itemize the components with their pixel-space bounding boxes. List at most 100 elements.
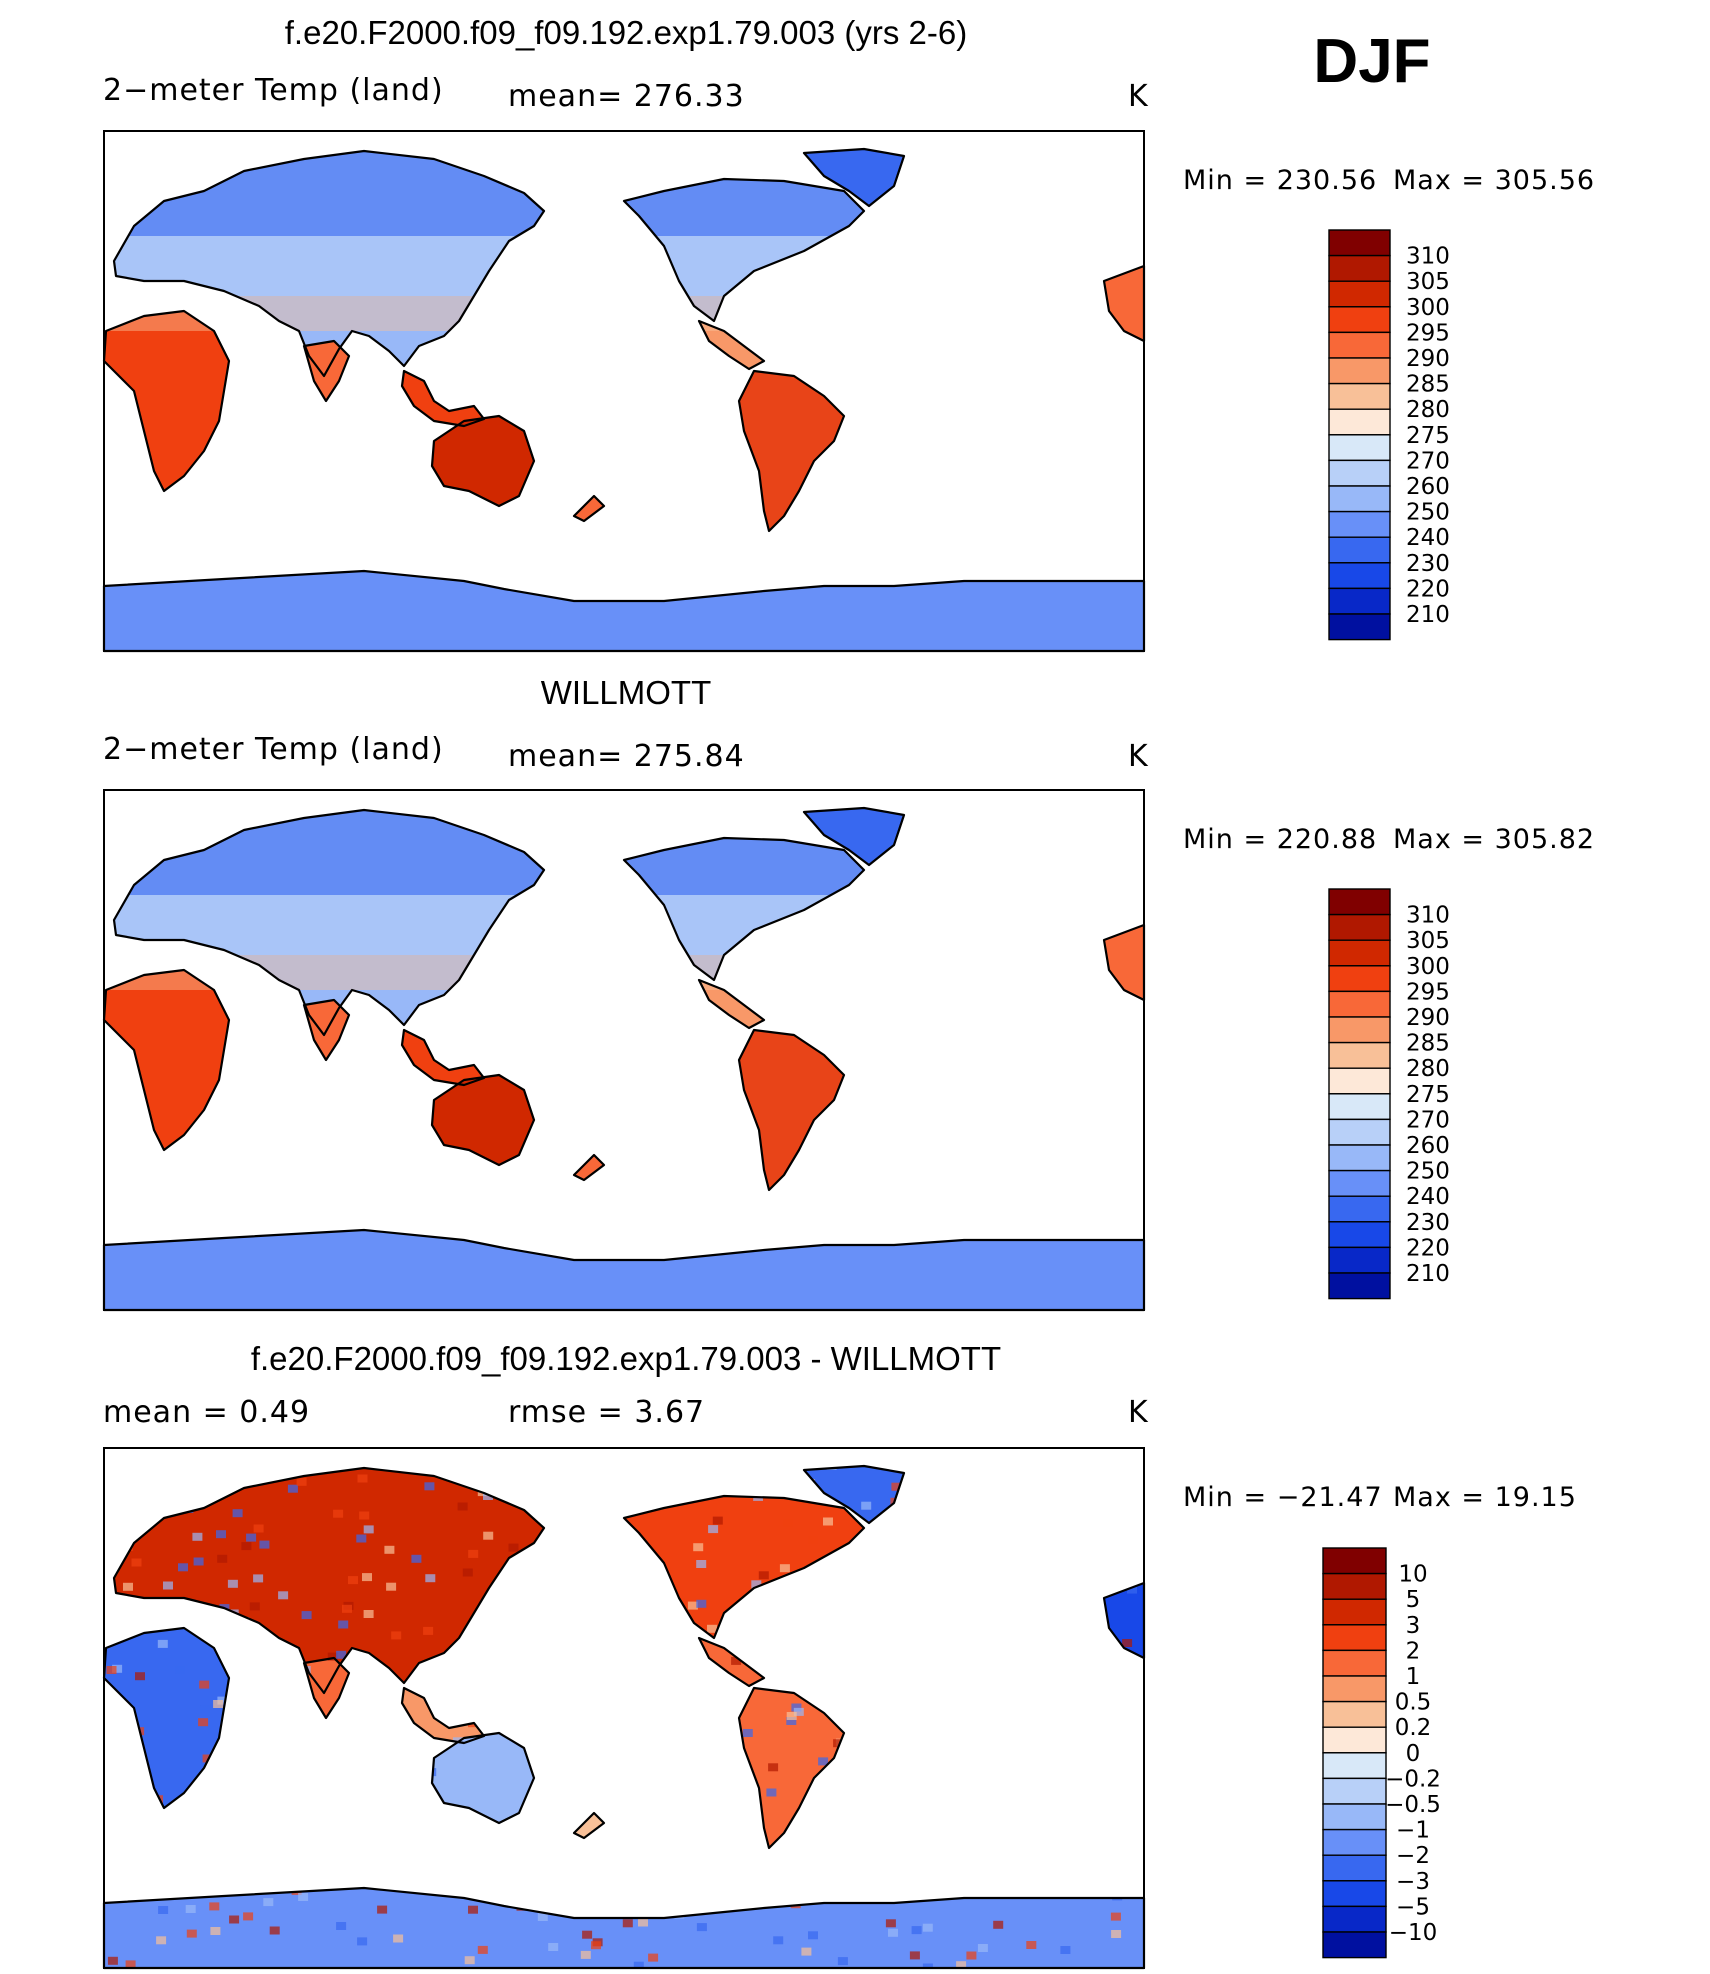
colorbar-tick-label: 270 xyxy=(1406,1107,1450,1133)
colorbar-tick-label: −5 xyxy=(1396,1894,1430,1920)
colorbar-tick-label: −2 xyxy=(1396,1843,1430,1869)
speckle xyxy=(338,1620,349,1629)
colorbar-tick-label: 260 xyxy=(1406,1133,1450,1159)
speckle xyxy=(333,1509,344,1518)
speckle xyxy=(468,1549,479,1558)
colorbar-box xyxy=(1328,913,1391,941)
colorbar-tick-label: 280 xyxy=(1406,397,1450,423)
speckle xyxy=(708,1525,719,1534)
colorbar-box xyxy=(1328,382,1391,410)
speckle xyxy=(885,1919,896,1928)
colorbar-tick-label: 305 xyxy=(1406,269,1450,295)
speckle xyxy=(956,1961,967,1968)
colorbar-box xyxy=(1328,587,1391,615)
max-label: Max = 305.82 xyxy=(1393,824,1595,855)
speckle xyxy=(356,1534,367,1543)
panel-mean-label: mean= 275.84 xyxy=(508,739,745,774)
speckle xyxy=(106,1666,117,1674)
panel-title: f.e20.F2000.f09_f09.192.exp1.79.003 (yrs… xyxy=(285,14,967,51)
speckle xyxy=(363,1610,374,1618)
panel-rmse-label: rmse = 3.67 xyxy=(508,1395,705,1430)
speckle xyxy=(1026,1941,1037,1949)
speckle xyxy=(922,1923,933,1932)
colorbar-tick-label: 285 xyxy=(1406,1031,1450,1057)
colorbar-box xyxy=(1322,1547,1387,1575)
speckle xyxy=(909,1951,920,1960)
colorbar-box xyxy=(1328,1246,1391,1274)
speckle xyxy=(768,1763,779,1772)
speckle xyxy=(648,1953,659,1962)
colorbar-box xyxy=(1328,562,1391,590)
colorbar-box xyxy=(1328,306,1391,334)
speckle xyxy=(253,1524,264,1533)
speckle xyxy=(696,1923,707,1932)
speckle xyxy=(423,1626,434,1635)
colorbar-box xyxy=(1328,1093,1391,1121)
speckle xyxy=(336,1650,347,1659)
speckle xyxy=(357,1474,368,1483)
colorbar-tick-label: −3 xyxy=(1396,1869,1430,1895)
colorbar-tick-label: 5 xyxy=(1406,1587,1421,1613)
speckle xyxy=(633,1961,644,1968)
colorbar-box xyxy=(1322,1931,1387,1959)
speckle xyxy=(386,1582,397,1591)
speckle xyxy=(766,1788,777,1797)
colorbar-tick-label: 275 xyxy=(1406,1082,1450,1108)
speckle xyxy=(216,1530,226,1539)
speckle xyxy=(213,1700,224,1708)
colorbar-box xyxy=(1328,510,1391,538)
colorbar-box xyxy=(1328,459,1391,487)
speckle xyxy=(199,1680,210,1689)
speckle xyxy=(1111,1930,1122,1938)
speckle xyxy=(125,1960,136,1968)
speckle xyxy=(801,1947,812,1956)
panel-mean-label: mean = 0.49 xyxy=(103,1395,310,1430)
speckle xyxy=(580,1950,591,1959)
colorbar-tick-label: 295 xyxy=(1406,979,1450,1005)
speckle xyxy=(377,1905,388,1914)
colorbar-box xyxy=(1328,357,1391,385)
speckle xyxy=(425,1574,436,1583)
colorbar-box xyxy=(1322,1880,1387,1908)
colorbar-box xyxy=(1328,229,1391,257)
colorbar-tick-label: −0.5 xyxy=(1385,1792,1441,1818)
speckle xyxy=(888,1928,898,1937)
speckle xyxy=(135,1672,145,1681)
colorbar-tick-label: 0.2 xyxy=(1395,1715,1432,1741)
speckle xyxy=(687,1601,698,1610)
speckle xyxy=(508,1543,519,1552)
speckle xyxy=(696,1599,707,1608)
speckle xyxy=(287,1484,298,1493)
speckle xyxy=(483,1492,493,1500)
colorbar-tick-label: −1 xyxy=(1396,1818,1430,1844)
speckle xyxy=(751,1580,762,1589)
colorbar-tick-label: 300 xyxy=(1406,295,1450,321)
speckle xyxy=(468,1905,478,1914)
speckle xyxy=(359,1511,370,1520)
panel-units-label: K xyxy=(1128,1395,1149,1430)
speckle xyxy=(1127,1585,1137,1594)
speckle xyxy=(336,1922,347,1930)
speckle xyxy=(712,1516,723,1525)
colorbar-box xyxy=(1328,536,1391,564)
speckle xyxy=(192,1532,203,1541)
colorbar-tick-label: 260 xyxy=(1406,474,1450,500)
colorbar-tick-label: 300 xyxy=(1406,954,1450,980)
colorbar-box xyxy=(1322,1828,1387,1856)
speckle xyxy=(786,1712,797,1720)
colorbar-tick-label: 310 xyxy=(1406,244,1450,270)
colorbar-tick-label: 250 xyxy=(1406,1159,1450,1185)
panel-left-label: 2−meter Temp (land) xyxy=(103,732,444,767)
map-obs xyxy=(102,789,1146,1312)
colorbar-tick-label: 220 xyxy=(1406,1235,1450,1261)
colorbar-tick-label: −0.2 xyxy=(1385,1766,1441,1792)
speckle xyxy=(296,1477,307,1486)
colorbar-box xyxy=(1328,613,1391,641)
speckle xyxy=(696,1560,707,1568)
speckle xyxy=(731,1656,742,1665)
speckle xyxy=(993,1920,1004,1929)
speckle xyxy=(327,1652,338,1661)
colorbar-box xyxy=(1328,1272,1391,1300)
